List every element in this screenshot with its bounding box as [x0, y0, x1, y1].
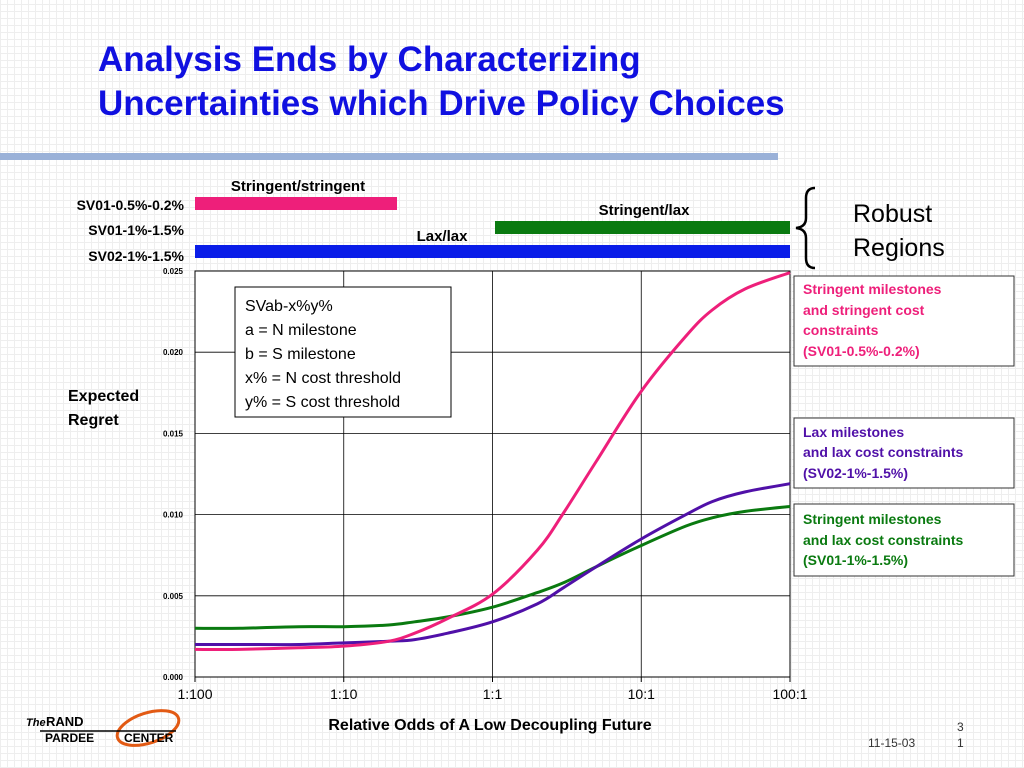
- title-rule: [0, 153, 778, 160]
- y-tick-label: 0.015: [163, 429, 184, 438]
- y-axis-label-line-1: Expected Regret: [68, 388, 139, 429]
- robust-bar-name: Stringent/lax: [599, 202, 691, 219]
- y-tick-label: 0.000: [163, 673, 184, 682]
- legend-key-line: x% = N cost threshold: [245, 370, 401, 387]
- title-line-2: Uncertainties which Drive Policy Choices: [98, 84, 785, 123]
- slide-title: Analysis Ends by Characterizing Uncertai…: [98, 38, 978, 126]
- y-axis-label-word: Regret: [68, 412, 119, 429]
- robust-bar-stringent-stringent: [195, 197, 397, 210]
- y-tick-label: 0.005: [163, 592, 184, 601]
- callout-line: Lax milestones: [803, 424, 904, 440]
- y-tick-label: 0.010: [163, 511, 184, 520]
- logo-word: PARDEE: [45, 731, 94, 745]
- robust-bar-stringent-lax: [495, 221, 790, 234]
- legend-key-line: y% = S cost threshold: [245, 394, 400, 411]
- x-tick-label: 100:1: [772, 686, 807, 702]
- logo-word: CENTER: [124, 731, 174, 745]
- legend-key-line: SVab-x%y%: [245, 298, 333, 315]
- robust-bar-name: Lax/lax: [417, 228, 469, 245]
- callout-line: and stringent cost: [803, 302, 925, 318]
- logo-word: The: [26, 717, 46, 729]
- legend-key-line: a = N milestone: [245, 322, 357, 339]
- legend-key-box: SVab-x%y% a = N milestone b = S mileston…: [234, 286, 452, 418]
- callout-line: constraints: [803, 322, 879, 338]
- x-tick-label: 1:1: [483, 686, 503, 702]
- series-line-sv01-1-1-5-: [194, 505, 791, 630]
- callout-lax-lax: Lax milestones and lax cost constraints …: [793, 417, 1015, 489]
- robust-row-label: SV01-0.5%-0.2%: [77, 197, 185, 213]
- robust-label-line-1: Robust: [853, 200, 932, 228]
- page-number-bottom: 1: [957, 736, 964, 750]
- legend-key-line: b = S milestone: [245, 346, 356, 363]
- callout-line: and lax cost constraints: [803, 444, 963, 460]
- callout-line: (SV01-0.5%-0.2%): [803, 343, 920, 359]
- callout-line: Stringent milestones: [803, 281, 942, 297]
- title-line-1: Analysis Ends by Characterizing: [98, 40, 641, 79]
- robust-bar-lax-lax: [195, 245, 790, 258]
- robust-bar-name: Stringent/stringent: [231, 178, 365, 195]
- series-lines: [194, 271, 791, 652]
- callout-line: (SV01-1%-1.5%): [803, 552, 908, 568]
- callout-stringent-stringent: Stringent milestones and stringent cost …: [793, 275, 1015, 367]
- y-tick-label: 0.020: [163, 348, 184, 357]
- callout-line: and lax cost constraints: [803, 532, 963, 548]
- logo-word: RAND: [46, 714, 84, 729]
- x-tick-label: 10:1: [628, 686, 655, 702]
- rand-pardee-logo: The RAND PARDEE CENTER: [26, 709, 181, 747]
- x-tick-label: 1:10: [330, 686, 357, 702]
- callout-line: Stringent milestones: [803, 511, 942, 527]
- x-axis: 1:100 1:10 1:1 10:1 100:1: [177, 677, 808, 702]
- robust-label-line-2: Regions: [853, 234, 945, 262]
- footer-date: 11-15-03: [868, 736, 916, 750]
- x-axis-label: Relative Odds of A Low Decoupling Future: [328, 717, 651, 734]
- y-axis-label-word: Expected: [68, 388, 139, 405]
- callout-stringent-lax: Stringent milestones and lax cost constr…: [793, 503, 1015, 577]
- y-axis: 0.000 0.005 0.010 0.015 0.020 0.025: [163, 267, 184, 682]
- series-line-sv01-0-5-0-2-: [194, 271, 791, 652]
- series-line-sv02-1-1-5-: [195, 482, 791, 647]
- x-tick-label: 1:100: [177, 686, 212, 702]
- brace-icon: [795, 186, 816, 270]
- callout-line: (SV02-1%-1.5%): [803, 465, 908, 481]
- robust-row-label: SV01-1%-1.5%: [88, 222, 184, 238]
- robust-regions: SV01-0.5%-0.2% SV01-1%-1.5% SV02-1%-1.5%…: [77, 178, 790, 264]
- robust-row-label: SV02-1%-1.5%: [88, 248, 184, 264]
- y-tick-label: 0.025: [163, 267, 184, 276]
- page-number-top: 3: [957, 720, 964, 734]
